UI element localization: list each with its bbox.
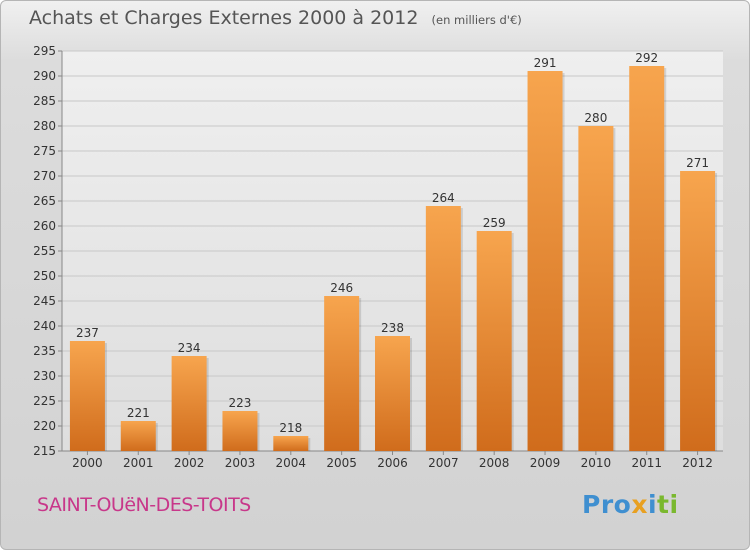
bar — [476, 231, 512, 451]
bar — [69, 341, 105, 451]
x-tick-label: 2011 — [631, 456, 662, 470]
x-tick-label: 2003 — [225, 456, 256, 470]
y-tick-label: 250 — [33, 269, 56, 283]
y-tick-label: 290 — [33, 69, 56, 83]
bar-value-label: 237 — [76, 326, 99, 340]
x-tick-label: 2004 — [276, 456, 307, 470]
bar — [324, 296, 360, 451]
y-tick-label: 225 — [33, 394, 56, 408]
bar-value-label: 280 — [584, 111, 607, 125]
y-tick-label: 270 — [33, 169, 56, 183]
bar-value-label: 264 — [432, 191, 455, 205]
y-tick-label: 220 — [33, 419, 56, 433]
y-tick-label: 295 — [33, 44, 56, 58]
y-tick-label: 285 — [33, 94, 56, 108]
bar-value-label: 238 — [381, 321, 404, 335]
x-tick-label: 2008 — [479, 456, 510, 470]
bar — [527, 71, 563, 451]
bar — [425, 206, 461, 451]
title-text: Achats et Charges Externes 2000 à 2012 — [29, 7, 419, 29]
x-tick-label: 2001 — [123, 456, 154, 470]
x-tick-label: 2000 — [72, 456, 103, 470]
y-tick-label: 235 — [33, 344, 56, 358]
bar-value-label: 223 — [229, 396, 252, 410]
y-tick-label: 215 — [33, 444, 56, 458]
x-tick-label: 2007 — [428, 456, 459, 470]
x-tick-label: 2005 — [326, 456, 357, 470]
bar-value-label: 218 — [279, 421, 302, 435]
bar — [680, 171, 716, 451]
bar-value-label: 271 — [686, 156, 709, 170]
proxiti-logo: Proxiti — [582, 490, 679, 519]
y-tick-label: 255 — [33, 244, 56, 258]
bar — [578, 126, 614, 451]
x-tick-label: 2010 — [581, 456, 612, 470]
y-tick-label: 280 — [33, 119, 56, 133]
x-tick-label: 2006 — [377, 456, 408, 470]
y-tick-label: 260 — [33, 219, 56, 233]
bar — [375, 336, 410, 451]
y-tick-label: 240 — [33, 319, 56, 333]
chart-title: Achats et Charges Externes 2000 à 2012 (… — [29, 7, 522, 29]
y-tick-label: 245 — [33, 294, 56, 308]
x-tick-label: 2002 — [174, 456, 205, 470]
bar — [629, 66, 665, 451]
unit-note: (en milliers d'€) — [431, 13, 522, 27]
commune-name: SAINT-OUëN-DES-TOITS — [37, 494, 251, 516]
x-tick-label: 2012 — [682, 456, 713, 470]
bar-value-label: 234 — [178, 341, 201, 355]
x-tick-label: 2009 — [530, 456, 561, 470]
bar-value-label: 246 — [330, 281, 353, 295]
y-tick-label: 230 — [33, 369, 56, 383]
y-tick-label: 275 — [33, 144, 56, 158]
bar-value-label: 259 — [483, 216, 506, 230]
y-tick-label: 265 — [33, 194, 56, 208]
bar — [222, 411, 258, 451]
bar — [120, 421, 156, 451]
bar — [171, 356, 207, 451]
bar-value-label: 291 — [534, 56, 557, 70]
bar-value-label: 221 — [127, 406, 150, 420]
bar-value-label: 292 — [635, 51, 658, 65]
bar — [273, 436, 309, 451]
